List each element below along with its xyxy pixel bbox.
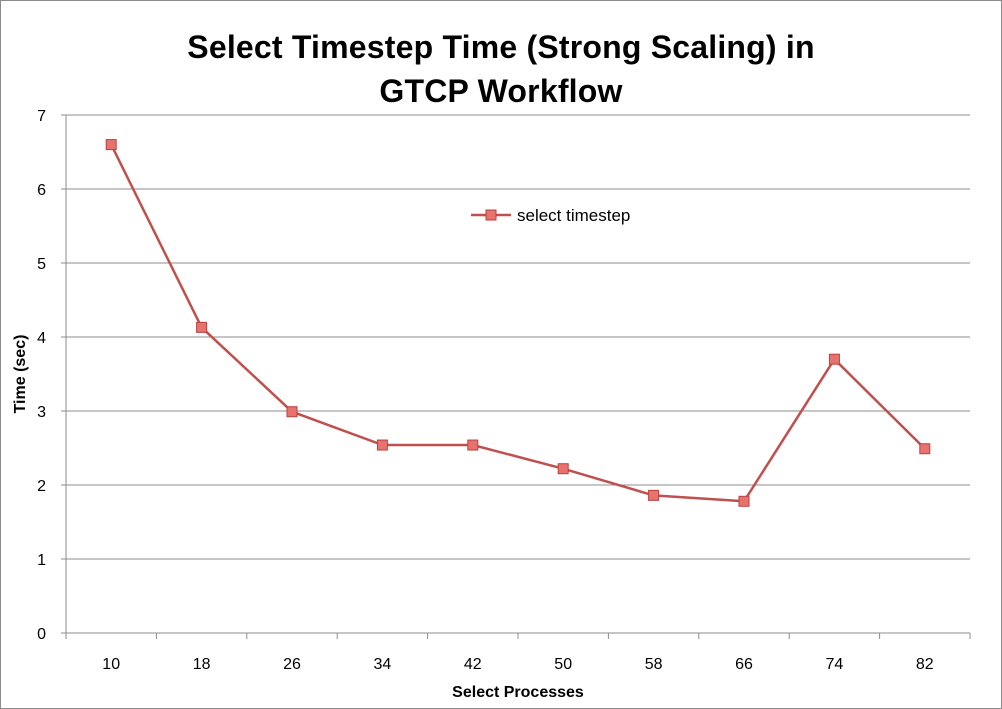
data-point-marker — [738, 495, 750, 507]
data-point-marker — [557, 463, 569, 475]
data-point-marker — [196, 321, 208, 333]
data-point-marker — [286, 406, 298, 418]
series-line — [110, 144, 926, 503]
chart-title: Select Timestep Time (Strong Scaling) in… — [187, 29, 815, 109]
axes — [61, 114, 971, 639]
x-tick-label: 34 — [374, 656, 392, 673]
data-point-marker — [376, 439, 388, 451]
y-tick-label: 7 — [37, 108, 46, 125]
y-axis-label: Time (sec) — [12, 335, 29, 414]
y-tick-label: 6 — [37, 182, 46, 199]
x-tick-label: 42 — [464, 656, 482, 673]
x-tick-label: 82 — [916, 656, 934, 673]
data-point-marker — [105, 139, 117, 151]
data-point-marker — [648, 489, 660, 501]
x-tick-label: 66 — [735, 656, 753, 673]
x-tick-labels: 10 18 26 34 42 50 58 66 74 82 — [102, 656, 933, 673]
y-tick-label: 3 — [37, 404, 46, 421]
x-tick-label: 18 — [193, 656, 211, 673]
x-tick-label: 58 — [645, 656, 663, 673]
x-tick-label: 10 — [102, 656, 120, 673]
y-tick-label: 0 — [37, 626, 46, 643]
y-tick-labels: 0 1 2 3 4 5 6 7 — [37, 108, 46, 643]
data-point-marker — [919, 443, 931, 455]
data-point-marker — [467, 439, 479, 451]
x-tick-label: 50 — [554, 656, 572, 673]
gridlines — [66, 114, 970, 560]
y-tick-label: 5 — [37, 256, 46, 273]
y-tick-label: 1 — [37, 552, 46, 569]
y-tick-label: 4 — [37, 330, 46, 347]
y-tick-label: 2 — [37, 478, 46, 495]
series-select-timestep — [105, 139, 931, 507]
legend: select timestep — [471, 206, 630, 225]
x-tick-label: 26 — [283, 656, 301, 673]
legend-marker — [485, 209, 497, 221]
x-axis-label: Select Processes — [452, 684, 584, 701]
data-point-marker — [828, 353, 840, 365]
x-tick-label: 74 — [826, 656, 844, 673]
legend-label: select timestep — [517, 206, 630, 225]
